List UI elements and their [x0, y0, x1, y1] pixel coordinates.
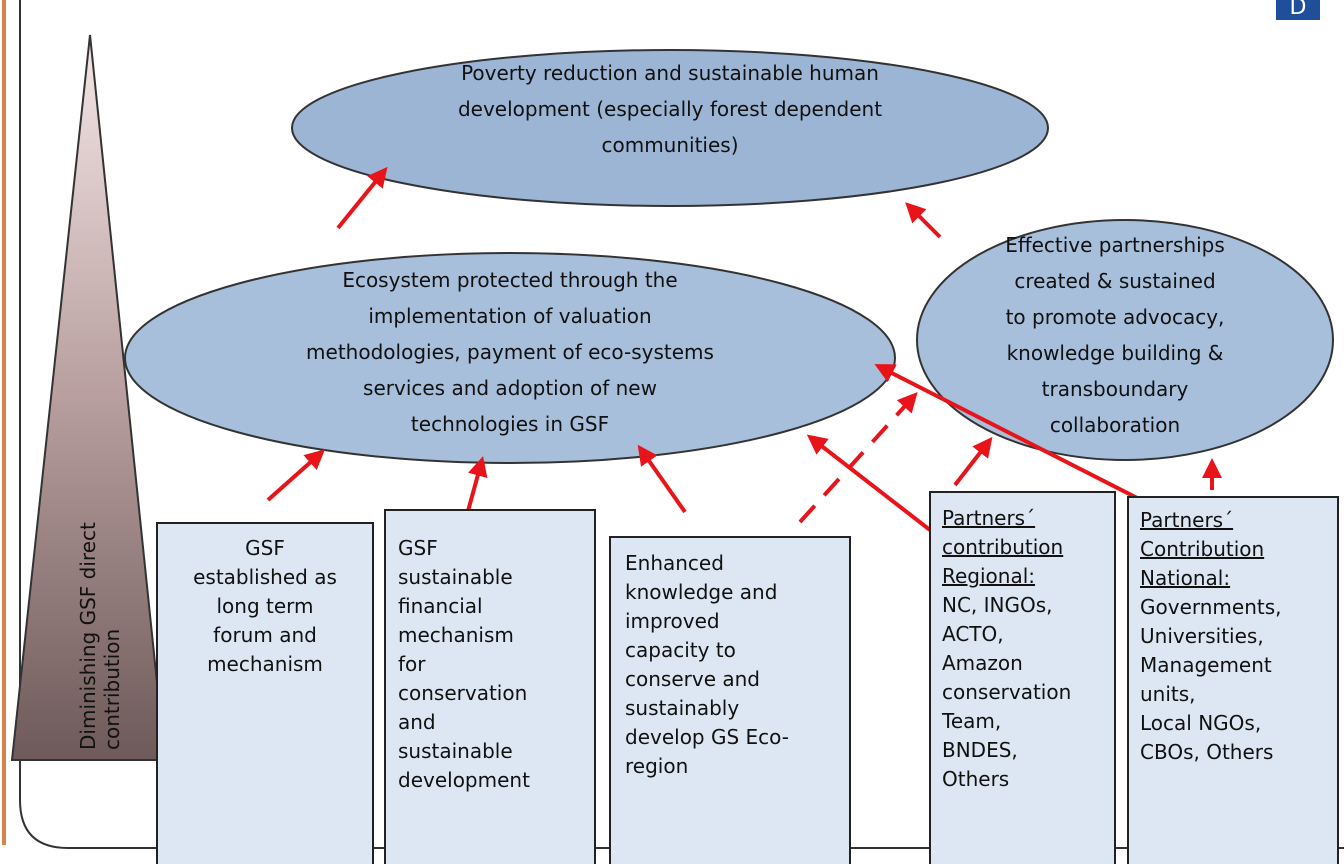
text-line: Effective partnerships: [1005, 233, 1225, 257]
text-line: development (especially forest dependent: [458, 97, 882, 121]
text-line: methodologies, payment of eco-systems: [306, 340, 714, 364]
frame: [19, 0, 1344, 849]
text-line: Ecosystem protected through the: [342, 268, 677, 292]
arrow: [953, 436, 993, 487]
arrow: [637, 444, 687, 514]
text-line: financial: [398, 594, 483, 618]
outcome-ellipse: [124, 252, 896, 464]
text-line: conserve and: [625, 667, 760, 691]
text-line: Governments,: [1140, 595, 1282, 619]
logo: D: [1290, 0, 1307, 20]
arrow: [798, 392, 918, 524]
box: [384, 509, 596, 864]
text-line: and: [398, 710, 436, 734]
arrow: [874, 364, 1146, 504]
text-line: mechanism: [398, 623, 514, 647]
text-line: Partners´: [942, 506, 1035, 530]
arrow: [806, 434, 932, 532]
text-line: conservation: [398, 681, 527, 705]
text-line: for: [398, 652, 426, 676]
text-line: improved: [625, 609, 720, 633]
text-line: collaboration: [1050, 413, 1180, 437]
text-line: Partners´: [1140, 508, 1233, 532]
box: [1127, 496, 1339, 864]
text-line: Local NGOs,: [1140, 711, 1261, 735]
outcome-ellipse: [916, 219, 1334, 461]
text-line: transboundary: [1042, 377, 1189, 401]
text-line: established as: [193, 565, 337, 589]
text-line: implementation of valuation: [368, 304, 651, 328]
text-line: Contribution: [1140, 537, 1264, 561]
box: [609, 536, 851, 864]
text-line: Poverty reduction and sustainable human: [461, 61, 879, 85]
text-line: sustainable: [398, 739, 513, 763]
text-line: units,: [1140, 682, 1196, 706]
text-line: capacity to: [625, 638, 736, 662]
text-line: mechanism: [207, 652, 323, 676]
text-line: region: [625, 754, 688, 778]
text-line: forum and: [213, 623, 317, 647]
goal-ellipse: [291, 49, 1049, 207]
text-line: National:: [1140, 566, 1230, 590]
text-line: Team,: [941, 709, 1001, 733]
text-line: Amazon: [942, 651, 1023, 675]
text-line: Management: [1140, 653, 1272, 677]
pyramid: [10, 34, 167, 761]
text-line: GSF: [398, 536, 438, 560]
box: [156, 522, 374, 864]
text-line: Diminishing GSF direct: [76, 522, 100, 750]
text-line: CBOs, Others: [1140, 740, 1273, 764]
text-line: contribution: [100, 629, 124, 750]
text-line: communities): [601, 133, 738, 157]
logo-box: [1276, 0, 1320, 20]
text-line: GSF: [245, 536, 285, 560]
arrow: [905, 202, 942, 239]
text-line: Others: [942, 767, 1009, 791]
text-line: long term: [216, 594, 313, 618]
text-line: ACTO,: [942, 622, 1004, 646]
text-line: services and adoption of new: [363, 376, 657, 400]
text-line: Enhanced: [625, 551, 724, 575]
text-line: sustainably: [625, 696, 739, 720]
arrow: [266, 449, 325, 502]
text-line: to promote advocacy,: [1006, 305, 1225, 329]
text-line: technologies in GSF: [411, 412, 609, 436]
text-line: Regional:: [942, 564, 1035, 588]
text-line: Universities,: [1140, 624, 1264, 648]
arrow: [336, 166, 388, 230]
text-line: conservation: [942, 680, 1071, 704]
box: [929, 491, 1116, 864]
arrows: [266, 166, 1222, 532]
text-line: knowledge and: [625, 580, 777, 604]
text-line: created & sustained: [1014, 269, 1215, 293]
text-line: BNDES,: [942, 738, 1018, 762]
text-line: NC, INGOs,: [942, 593, 1053, 617]
text-line: knowledge building &: [1007, 341, 1224, 365]
pyramid-label: Diminishing GSF direct contribution: [76, 522, 124, 750]
text-line: sustainable: [398, 565, 513, 589]
text-line: development: [398, 768, 530, 792]
text-line: contribution: [942, 535, 1063, 559]
text-line: develop GS Eco-: [625, 725, 789, 749]
